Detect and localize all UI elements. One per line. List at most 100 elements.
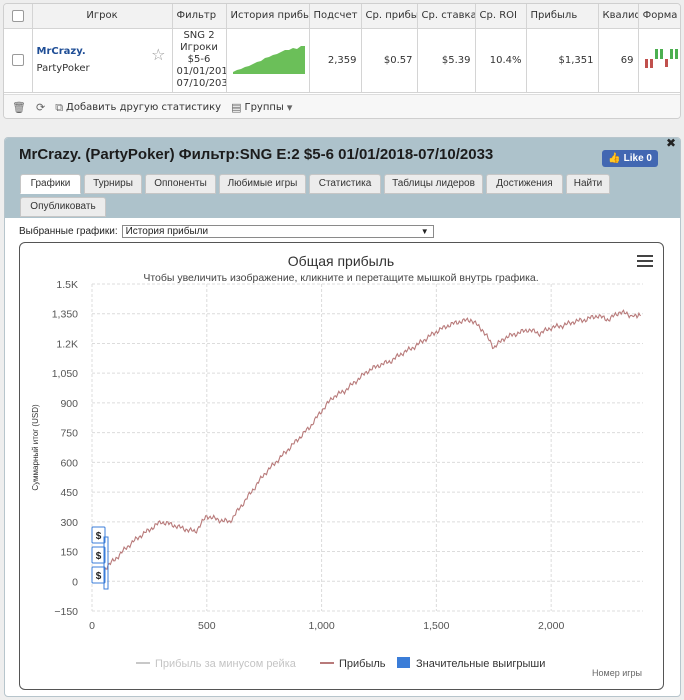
chevron-down-icon: ▼ — [420, 227, 429, 236]
form-cell — [638, 28, 680, 93]
y-tick-label: 600 — [60, 457, 78, 469]
player-details-panel: MrCrazy. (PartyPoker) Фильтр:SNG E:2 $5-… — [4, 137, 681, 697]
tab-find[interactable]: Найти — [566, 174, 610, 194]
tab-publish[interactable]: Опубликовать — [20, 197, 106, 217]
facebook-like-button[interactable]: 👍 Like 0 — [602, 150, 658, 167]
tab-statistics[interactable]: Статистика — [309, 174, 381, 194]
header-avg-stake[interactable]: Ср. ставка — [417, 4, 476, 29]
profit-history-sparkline — [232, 45, 305, 74]
tab-leaderboards[interactable]: Таблицы лидеров — [384, 174, 483, 194]
big-win-marker — [91, 526, 106, 544]
y-tick-label: 900 — [60, 398, 78, 410]
table-header-row: Игрок Фильтр История прибыли Подсчет Ср.… — [4, 4, 680, 29]
x-tick-label: 500 — [198, 620, 216, 632]
add-window-icon: ⧉ — [55, 100, 64, 114]
chart-select-value: История прибыли — [125, 226, 209, 237]
avg-stake-cell: $5.39 — [417, 28, 476, 93]
tab-achievements[interactable]: Достижения — [486, 174, 563, 194]
row-checkbox[interactable] — [11, 54, 24, 66]
player-name-link[interactable]: MrCrazy. — [36, 46, 86, 57]
y-axis-label: Суммарный итог (USD) — [31, 404, 40, 491]
y-tick-label: 300 — [60, 517, 78, 529]
big-win-bracket — [103, 536, 109, 590]
big-win-marker — [91, 566, 106, 584]
x-tick-label: 2,000 — [538, 620, 564, 632]
form-bars — [644, 48, 678, 68]
y-tick-label: 750 — [60, 428, 78, 440]
refresh-icon[interactable]: ⟳ — [35, 101, 46, 114]
x-tick-label: 1,500 — [423, 620, 449, 632]
y-tick-label: 450 — [60, 487, 78, 499]
select-all-checkbox[interactable] — [11, 9, 24, 22]
filter-line: 07/10/2033 — [176, 78, 226, 89]
tab-charts[interactable]: Графики — [20, 174, 81, 194]
chevron-down-icon: ▾ — [286, 101, 293, 114]
header-profit[interactable]: Прибыль — [526, 4, 599, 29]
close-icon[interactable]: ✖ — [665, 137, 676, 150]
legend-rake-label: Прибыль за минусом рейка — [155, 658, 297, 670]
x-axis-label: Номер игры — [592, 668, 642, 678]
chart-select-row: Выбранные графики: История прибыли ▼ — [19, 225, 434, 238]
filter-cell: SNG 2 Игроки $5-6 01/01/2018 07/10/2033 — [172, 28, 227, 93]
table-row[interactable]: MrCrazy. PartyPoker ☆ SNG 2 Игроки $5-6 … — [4, 28, 680, 93]
y-tick-label: 1,350 — [52, 309, 78, 321]
chart-title: Общая прибыль — [288, 253, 394, 269]
chart-container[interactable]: Общая прибыль Чтобы увеличить изображение… — [19, 242, 664, 690]
header-count[interactable]: Подсчет — [309, 4, 362, 29]
header-filter[interactable]: Фильтр — [172, 4, 227, 29]
profit-chart[interactable]: Общая прибыль Чтобы увеличить изображение… — [20, 243, 663, 689]
groups-icon: ▤ — [231, 101, 242, 114]
player-room: PartyPoker — [36, 63, 90, 74]
groups-label: Группы — [244, 102, 284, 113]
qualif-cell: 69 — [598, 28, 639, 93]
groups-dropdown[interactable]: ▤ Группы ▾ — [231, 101, 292, 114]
filter-line: Игроки — [180, 42, 218, 53]
x-tick-label: 1,000 — [308, 620, 334, 632]
header-select-all[interactable] — [4, 4, 33, 29]
player-cell: MrCrazy. PartyPoker ☆ — [32, 28, 173, 93]
tab-tournaments[interactable]: Турниры — [84, 174, 142, 194]
add-stats-label: Добавить другую статистику — [66, 102, 222, 113]
header-avg-roi[interactable]: Ср. ROI — [475, 4, 527, 29]
header-profit-history[interactable]: История прибыли — [226, 4, 310, 29]
y-tick-label: 1.2K — [56, 338, 78, 350]
row-checkbox-cell[interactable] — [4, 28, 33, 93]
tab-opponents[interactable]: Оппоненты — [145, 174, 216, 194]
count-cell: 2,359 — [309, 28, 362, 93]
y-tick-label: 150 — [60, 547, 78, 559]
add-stats-button[interactable]: ⧉ Добавить другую статистику — [55, 101, 221, 115]
profit-history-sparkline-cell — [226, 28, 310, 93]
filter-line: SNG 2 — [183, 30, 215, 41]
favorite-star-icon[interactable]: ☆ — [151, 44, 166, 64]
trash-icon[interactable]: 🗑 — [12, 101, 26, 114]
header-player[interactable]: Игрок — [32, 4, 173, 29]
legend-bigwin-swatch — [397, 657, 410, 668]
y-tick-label: 1.5K — [56, 279, 78, 291]
chart-select[interactable]: История прибыли ▼ — [121, 225, 434, 238]
y-tick-label: 1,050 — [52, 368, 78, 380]
tab-favorite-games[interactable]: Любимые игры — [219, 174, 306, 194]
avg-roi-cell: 10.4% — [475, 28, 527, 93]
thumbs-up-icon: 👍 — [608, 153, 621, 164]
big-win-label: $ — [96, 571, 102, 582]
big-win-label: $ — [96, 531, 102, 542]
panel-header: MrCrazy. (PartyPoker) Фильтр:SNG E:2 $5-… — [5, 138, 680, 218]
x-tick-label: 0 — [89, 620, 95, 632]
chart-menu-icon[interactable] — [637, 255, 653, 270]
chart-select-label: Выбранные графики: — [19, 226, 118, 237]
big-win-label: $ — [96, 551, 102, 562]
y-tick-label: 0 — [72, 576, 78, 588]
profit-series-line — [91, 309, 642, 582]
big-win-marker — [91, 546, 106, 564]
profit-cell: $1,351 — [526, 28, 599, 93]
filter-line: $5-6 — [187, 54, 211, 65]
filter-line: 01/01/2018 — [176, 66, 226, 77]
avg-profit-cell: $0.57 — [361, 28, 418, 93]
legend-profit-label: Прибыль — [339, 658, 386, 670]
header-avg-profit[interactable]: Ср. прибыль — [361, 4, 418, 29]
header-qualif[interactable]: Квалиф — [598, 4, 639, 29]
stats-table-panel: Игрок Фильтр История прибыли Подсчет Ср.… — [3, 3, 681, 119]
header-form[interactable]: Форма — [638, 4, 680, 29]
table-toolbar: 🗑 ⟳ ⧉ Добавить другую статистику ▤ Групп… — [4, 94, 680, 118]
chart-subtitle: Чтобы увеличить изображение, кликните и … — [143, 272, 538, 284]
